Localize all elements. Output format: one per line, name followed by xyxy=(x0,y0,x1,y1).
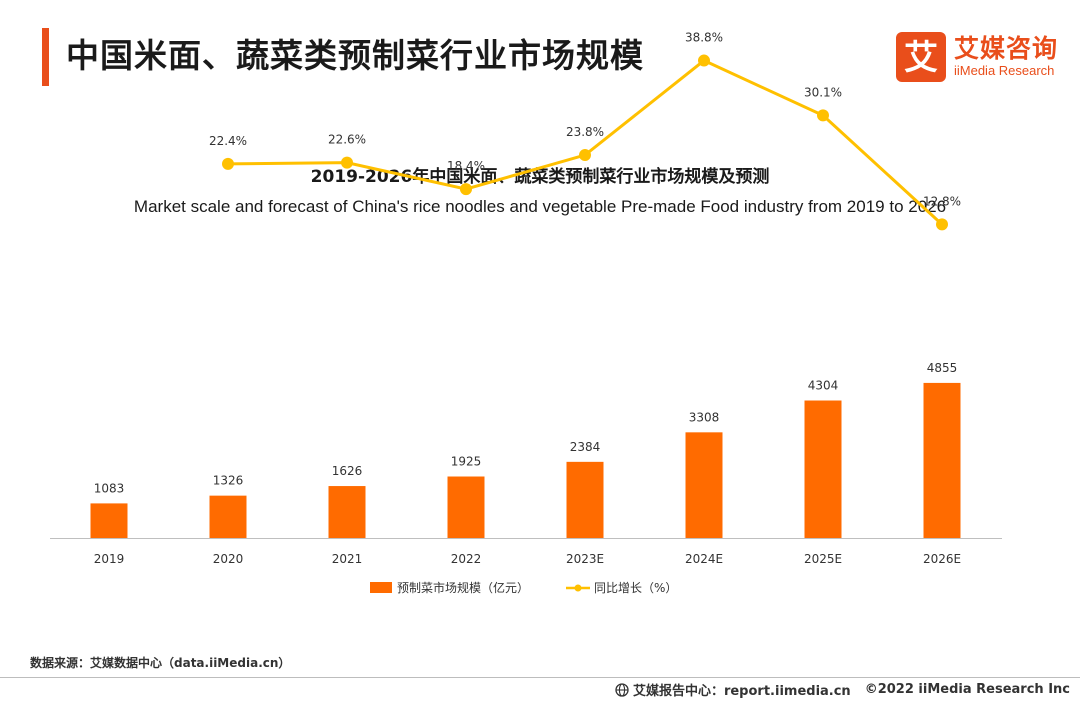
bar-value-label: 1083 xyxy=(94,481,125,495)
bar-2023E xyxy=(566,461,604,538)
line-value-label: 22.4% xyxy=(209,134,247,148)
footer: 艾媒报告中心：report.iimedia.cn ©2022 iiMedia R… xyxy=(615,680,1070,699)
line-series: 22.4% 22.6% 18.4% 23.8% 38.8% 30.1% 12.8% xyxy=(209,31,961,231)
line-value-label: 30.1% xyxy=(804,85,842,99)
logo-mark-glyph: 艾 xyxy=(904,38,938,78)
bar-2021 xyxy=(328,486,366,538)
bar-2019 xyxy=(90,503,128,538)
legend-line-label: 同比增长（%） xyxy=(594,581,677,595)
globe-icon xyxy=(615,682,629,697)
bar-value-label: 1326 xyxy=(213,474,244,488)
line-point-2024E xyxy=(698,54,710,67)
logo-name-cn: 艾媒咨询 xyxy=(953,34,1058,63)
line-point-2022 xyxy=(460,183,472,196)
line-point-2020 xyxy=(222,157,234,170)
footer-report-link[interactable]: 艾媒报告中心：report.iimedia.cn xyxy=(632,684,851,699)
legend-line-dot xyxy=(574,584,582,592)
legend-bar-label: 预制菜市场规模（亿元） xyxy=(397,580,529,595)
page-title: 中国米面、蔬菜类预制菜行业市场规模 xyxy=(66,36,644,75)
x-tick-label: 2020 xyxy=(213,552,244,566)
bar-value-label: 4304 xyxy=(808,379,839,393)
x-tick-label: 2019 xyxy=(94,552,125,566)
iimedia-logo: 艾 艾媒咨询 iiMedia Research xyxy=(895,30,1058,84)
bar-2024E xyxy=(685,432,723,538)
line-value-label: 12.8% xyxy=(923,194,961,208)
x-tick-label: 2023E xyxy=(566,552,604,566)
bar-2025E xyxy=(804,400,842,538)
bar-value-label: 2384 xyxy=(570,440,601,454)
bar-value-label: 1626 xyxy=(332,464,363,478)
bar-series: 1083 1326 1626 1925 2384 3308 4304 4855 xyxy=(90,361,961,538)
bar-value-label: 1925 xyxy=(451,455,482,469)
line-point-2026E xyxy=(936,218,948,231)
legend-bar-swatch xyxy=(370,582,392,593)
data-source: 数据来源：艾媒数据中心（data.iiMedia.cn） xyxy=(30,656,291,670)
footer-divider xyxy=(0,677,1080,678)
x-tick-label: 2026E xyxy=(923,552,961,566)
bar-2022 xyxy=(447,476,485,538)
logo-name-en: iiMedia Research xyxy=(953,63,1055,78)
footer-copyright: ©2022 iiMedia Research Inc xyxy=(864,682,1070,697)
line-value-label: 18.4% xyxy=(447,159,485,173)
line-value-label: 23.8% xyxy=(566,125,604,139)
line-value-label: 38.8% xyxy=(685,31,723,45)
x-tick-label: 2024E xyxy=(685,552,723,566)
line-point-2025E xyxy=(817,109,829,122)
legend: 预制菜市场规模（亿元） 同比增长（%） xyxy=(370,580,677,595)
bar-value-label: 4855 xyxy=(927,361,958,375)
x-tick-label: 2021 xyxy=(332,552,363,566)
chart-subtitle: Market scale and forecast of China's ric… xyxy=(133,197,947,216)
line-point-2021 xyxy=(341,156,353,169)
line-value-label: 22.6% xyxy=(328,133,366,147)
line-point-2023E xyxy=(579,149,591,162)
x-tick-label: 2022 xyxy=(451,552,482,566)
chart-title: 2019-2026年中国米面、蔬菜类预制菜行业市场规模及预测 xyxy=(310,167,770,187)
bar-2020 xyxy=(209,495,247,538)
logo-mark-icon: 艾 xyxy=(895,32,946,82)
bar-value-label: 3308 xyxy=(689,410,720,424)
bar-2026E xyxy=(923,382,961,538)
x-tick-label: 2025E xyxy=(804,552,842,566)
x-axis-ticks: 2019 2020 2021 2022 2023E 2024E 2025E 2026E xyxy=(94,552,961,566)
market-scale-chart: 1083 1326 1626 1925 2384 3308 4304 4855 2019 202… xyxy=(50,31,1002,595)
title-accent-bar xyxy=(42,28,49,86)
